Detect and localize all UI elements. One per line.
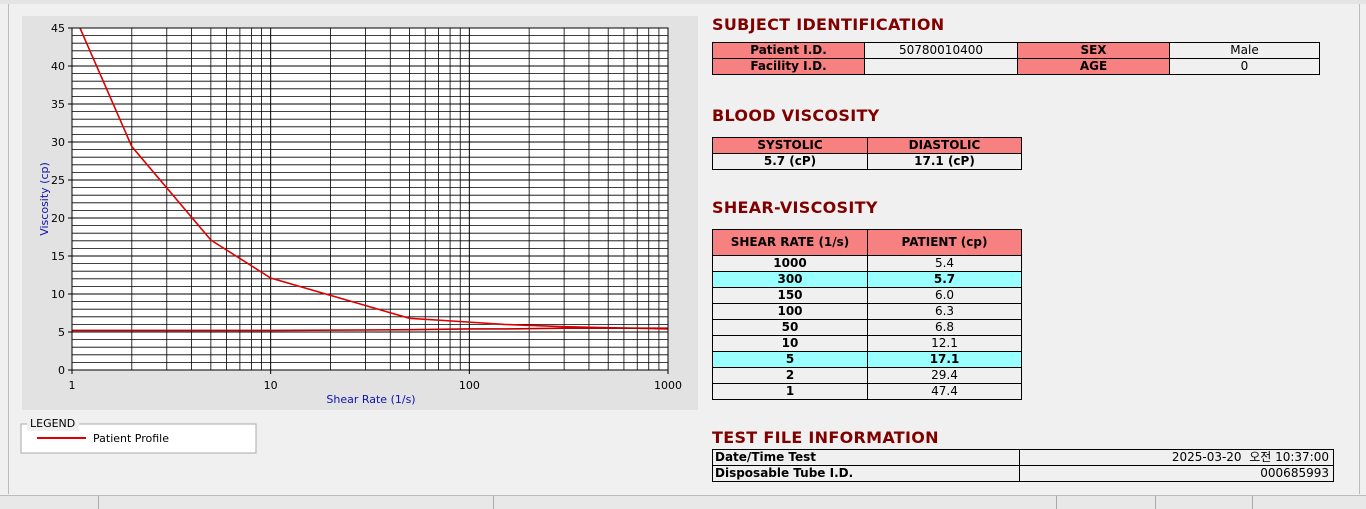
x-tick-label: 10 [264, 379, 278, 392]
patient-value: 12.1 [867, 335, 1022, 352]
label: Patient I.D. [712, 42, 865, 59]
section-title: SUBJECT IDENTIFICATION [712, 15, 945, 34]
table-row: 150 6.0 [712, 287, 1022, 304]
table-row: 2 29.4 [712, 367, 1022, 384]
table-row: 10 12.1 [712, 335, 1022, 352]
shear-rate: 2 [712, 367, 868, 384]
patient-value: 6.3 [867, 303, 1022, 320]
patient-value: 5.7 [867, 271, 1022, 288]
y-tick-label: 45 [51, 22, 65, 35]
legend-title: LEGEND [30, 417, 75, 430]
shear-rate: 300 [712, 271, 868, 288]
y-tick-label: 0 [58, 364, 65, 377]
y-tick-label: 20 [51, 212, 65, 225]
patient-value: 5.4 [867, 255, 1022, 272]
x-tick-label: 1 [69, 379, 76, 392]
legend-title-bg [27, 417, 79, 431]
status-bar [0, 495, 1366, 509]
y-tick-label: 25 [51, 174, 65, 187]
value: Male [1169, 42, 1320, 59]
value: 000685993 [1019, 465, 1334, 482]
chart: Shear Rate (1/s) Viscosity (cp) LEGEND P… [20, 16, 698, 454]
y-tick-label: 30 [51, 136, 65, 149]
status-cell [1252, 496, 1366, 509]
section-title: SHEAR-VISCOSITY [712, 198, 878, 217]
patient-value: 6.8 [867, 319, 1022, 336]
label: AGE [1017, 58, 1170, 75]
value: 5.7 (cP) [712, 153, 868, 170]
data-line [79, 28, 668, 330]
table-row: 5 17.1 [712, 351, 1022, 368]
value: 2025-03-20 오전 10:37:00 [1019, 449, 1334, 466]
y-tick-label: 15 [51, 250, 65, 263]
patient-value: 6.0 [867, 287, 1022, 304]
x-tick-label: 1000 [654, 379, 682, 392]
label: Facility I.D. [712, 58, 865, 75]
frame [8, 4, 1360, 494]
table-row: 100 6.3 [712, 303, 1022, 320]
shear-rate: 1 [712, 383, 868, 400]
y-tick-label: 5 [58, 326, 65, 339]
plot-border [71, 27, 669, 371]
y-tick-label: 40 [51, 60, 65, 73]
top-bar [0, 0, 1366, 4]
subject-table: Patient I.D. 50780010400 SEX Male Facility … [712, 42, 1320, 75]
value: 0 [1169, 58, 1320, 75]
header: SHEAR RATE (1/s) [712, 229, 868, 256]
header: DIASTOLIC [867, 137, 1022, 154]
data-line [72, 327, 668, 332]
shear-rate: 100 [712, 303, 868, 320]
table-row: 1 47.4 [712, 383, 1022, 400]
header: SYSTOLIC [712, 137, 868, 154]
status-cell [1056, 496, 1156, 509]
y-axis-label: Viscosity (cp) [38, 162, 51, 236]
status-cell [98, 496, 494, 509]
section-title: TEST FILE INFORMATION [712, 428, 939, 447]
x-tick-label: 100 [459, 379, 480, 392]
plot-area [72, 28, 668, 370]
legend-label: Patient Profile [93, 432, 169, 445]
shear-rate: 50 [712, 319, 868, 336]
x-axis-label: Shear Rate (1/s) [326, 393, 415, 406]
table-row: 50 6.8 [712, 319, 1022, 336]
table-row: 1000 5.4 [712, 255, 1022, 272]
patient-value: 47.4 [867, 383, 1022, 400]
header: PATIENT (cp) [867, 229, 1022, 256]
shear-rate: 5 [712, 351, 868, 368]
y-tick-label: 35 [51, 98, 65, 111]
label: SEX [1017, 42, 1170, 59]
label: Date/Time Test [712, 449, 1020, 466]
label: Disposable Tube I.D. [712, 465, 1020, 482]
value [864, 58, 1018, 75]
patient-value: 29.4 [867, 367, 1022, 384]
table-row: 300 5.7 [712, 271, 1022, 288]
test-file-table: Date/Time Test 2025-03-20 오전 10:37:00 Dis… [712, 449, 1334, 482]
value: 50780010400 [864, 42, 1018, 59]
value: 17.1 (cP) [867, 153, 1022, 170]
patient-value: 17.1 [867, 351, 1022, 368]
shear-table: SHEAR RATE (1/s) PATIENT (cp) 1000 5.4 300 5… [712, 229, 1022, 400]
y-tick-label: 10 [51, 288, 65, 301]
shear-rate: 10 [712, 335, 868, 352]
section-title: BLOOD VISCOSITY [712, 106, 880, 125]
shear-rate: 1000 [712, 255, 868, 272]
blood-table: SYSTOLIC DIASTOLIC 5.7 (cP) 17.1 (cP) [712, 137, 1022, 170]
shear-rate: 150 [712, 287, 868, 304]
